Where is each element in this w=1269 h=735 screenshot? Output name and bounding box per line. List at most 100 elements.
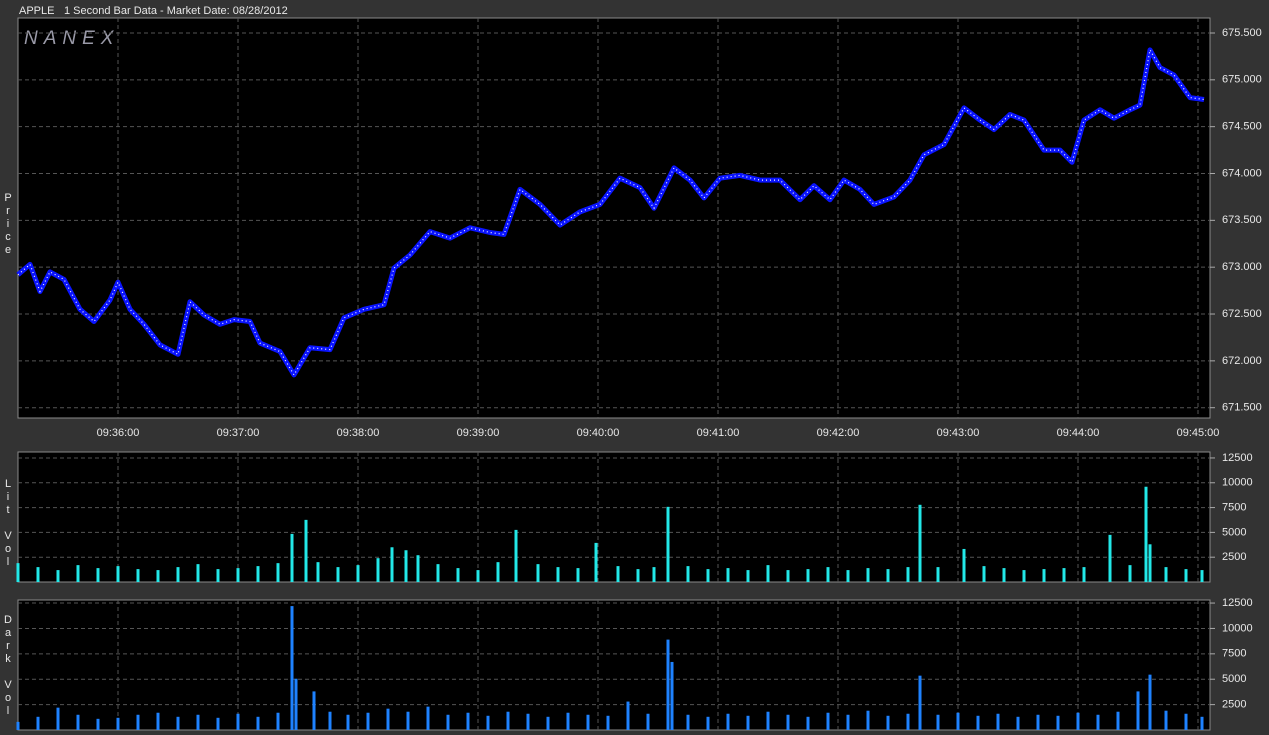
volume-bar bbox=[386, 708, 390, 730]
y-tick-label: 12500 bbox=[1222, 597, 1253, 609]
volume-bar bbox=[76, 714, 80, 730]
x-tick-label: 09:43:00 bbox=[937, 427, 980, 439]
volume-bar bbox=[16, 563, 20, 582]
y-tick-label: 672.000 bbox=[1222, 355, 1262, 367]
volume-bar bbox=[636, 569, 640, 582]
volume-bar bbox=[486, 715, 490, 730]
volume-bar bbox=[256, 566, 260, 582]
volume-bar bbox=[956, 712, 960, 730]
volume-bar bbox=[1136, 691, 1140, 730]
volume-bar bbox=[1082, 567, 1086, 582]
volume-bar bbox=[556, 567, 560, 582]
volume-bar bbox=[1108, 534, 1112, 582]
volume-bar bbox=[76, 565, 80, 582]
volume-bar bbox=[156, 570, 160, 582]
volume-bar bbox=[1096, 714, 1100, 730]
volume-bar bbox=[936, 567, 940, 582]
symbol: APPLE bbox=[19, 5, 54, 17]
volume-bar bbox=[446, 714, 450, 730]
volume-bar bbox=[746, 570, 750, 582]
volume-bar bbox=[746, 715, 750, 730]
volume-bar bbox=[594, 542, 598, 582]
y-tick-label: 671.500 bbox=[1222, 402, 1262, 414]
x-tick-label: 09:38:00 bbox=[337, 427, 380, 439]
volume-bar bbox=[366, 712, 370, 730]
volume-bar bbox=[826, 712, 830, 730]
volume-bar bbox=[526, 713, 530, 730]
volume-bar bbox=[196, 564, 200, 582]
x-tick-label: 09:37:00 bbox=[217, 427, 260, 439]
volume-bar bbox=[1062, 568, 1066, 582]
volume-bar bbox=[276, 712, 280, 730]
volume-bar bbox=[936, 714, 940, 730]
volume-bar bbox=[336, 567, 340, 582]
volume-bar bbox=[886, 715, 890, 730]
volume-bar bbox=[514, 529, 518, 582]
volume-bar bbox=[216, 717, 220, 730]
volume-bar bbox=[576, 568, 580, 582]
volume-bar bbox=[962, 548, 966, 582]
y-tick-label: 674.000 bbox=[1222, 167, 1262, 179]
volume-bar bbox=[982, 566, 986, 582]
volume-bar bbox=[1022, 570, 1026, 582]
volume-bar bbox=[216, 569, 220, 582]
volume-bar bbox=[866, 568, 870, 582]
volume-bar bbox=[670, 661, 674, 730]
volume-bar bbox=[136, 569, 140, 582]
volume-bar bbox=[96, 718, 100, 730]
volume-bar bbox=[1076, 712, 1080, 730]
volume-bar bbox=[706, 569, 710, 582]
volume-bar bbox=[1184, 713, 1188, 730]
volume-bar bbox=[328, 711, 332, 730]
volume-bar bbox=[356, 565, 360, 582]
volume-bar bbox=[626, 701, 630, 730]
volume-bar bbox=[1164, 710, 1168, 730]
volume-bar bbox=[1164, 567, 1168, 582]
y-tick-label: 675.500 bbox=[1222, 27, 1262, 39]
volume-bar bbox=[236, 713, 240, 730]
volume-bar bbox=[436, 564, 440, 582]
volume-bar bbox=[290, 533, 294, 582]
y-tick-label: 7500 bbox=[1222, 501, 1246, 513]
lit-vol-panel bbox=[17, 451, 1211, 583]
volume-bar bbox=[766, 711, 770, 730]
volume-bar bbox=[176, 567, 180, 582]
volume-bar bbox=[466, 712, 470, 730]
volume-bar bbox=[616, 566, 620, 582]
volume-bar bbox=[96, 568, 100, 582]
volume-bar bbox=[346, 714, 350, 730]
volume-bar bbox=[646, 713, 650, 730]
volume-bar bbox=[406, 711, 410, 730]
volume-bar bbox=[918, 675, 922, 730]
y-tick-label: 675.000 bbox=[1222, 74, 1262, 86]
volume-bar bbox=[426, 706, 430, 730]
x-tick-label: 09:39:00 bbox=[457, 427, 500, 439]
description: 1 Second Bar Data - Market Date: 08/28/2… bbox=[64, 5, 288, 17]
volume-bar bbox=[726, 568, 730, 582]
volume-bar bbox=[826, 567, 830, 582]
y-tick-label: 10000 bbox=[1222, 622, 1253, 634]
volume-bar bbox=[416, 555, 420, 582]
volume-bar bbox=[918, 504, 922, 582]
volume-bar bbox=[866, 710, 870, 730]
volume-bar bbox=[846, 570, 850, 582]
volume-bar bbox=[390, 547, 394, 582]
volume-bar bbox=[196, 714, 200, 730]
lit-vol-axis-label: Lit Vol bbox=[2, 478, 14, 569]
volume-bar bbox=[316, 562, 320, 582]
volume-bar bbox=[476, 570, 480, 582]
x-tick-label: 09:45:00 bbox=[1177, 427, 1220, 439]
volume-bar bbox=[376, 558, 380, 582]
volume-bar bbox=[886, 569, 890, 582]
price-axis-label: Price bbox=[2, 192, 14, 257]
y-tick-label: 673.000 bbox=[1222, 261, 1262, 273]
volume-bar bbox=[1200, 570, 1204, 582]
y-tick-label: 5000 bbox=[1222, 526, 1246, 538]
volume-bar bbox=[116, 566, 120, 582]
volume-bar bbox=[806, 716, 810, 730]
volume-bar bbox=[906, 567, 910, 582]
price-panel bbox=[17, 17, 1211, 419]
volume-bar bbox=[56, 707, 60, 730]
volume-bar bbox=[1016, 716, 1020, 730]
